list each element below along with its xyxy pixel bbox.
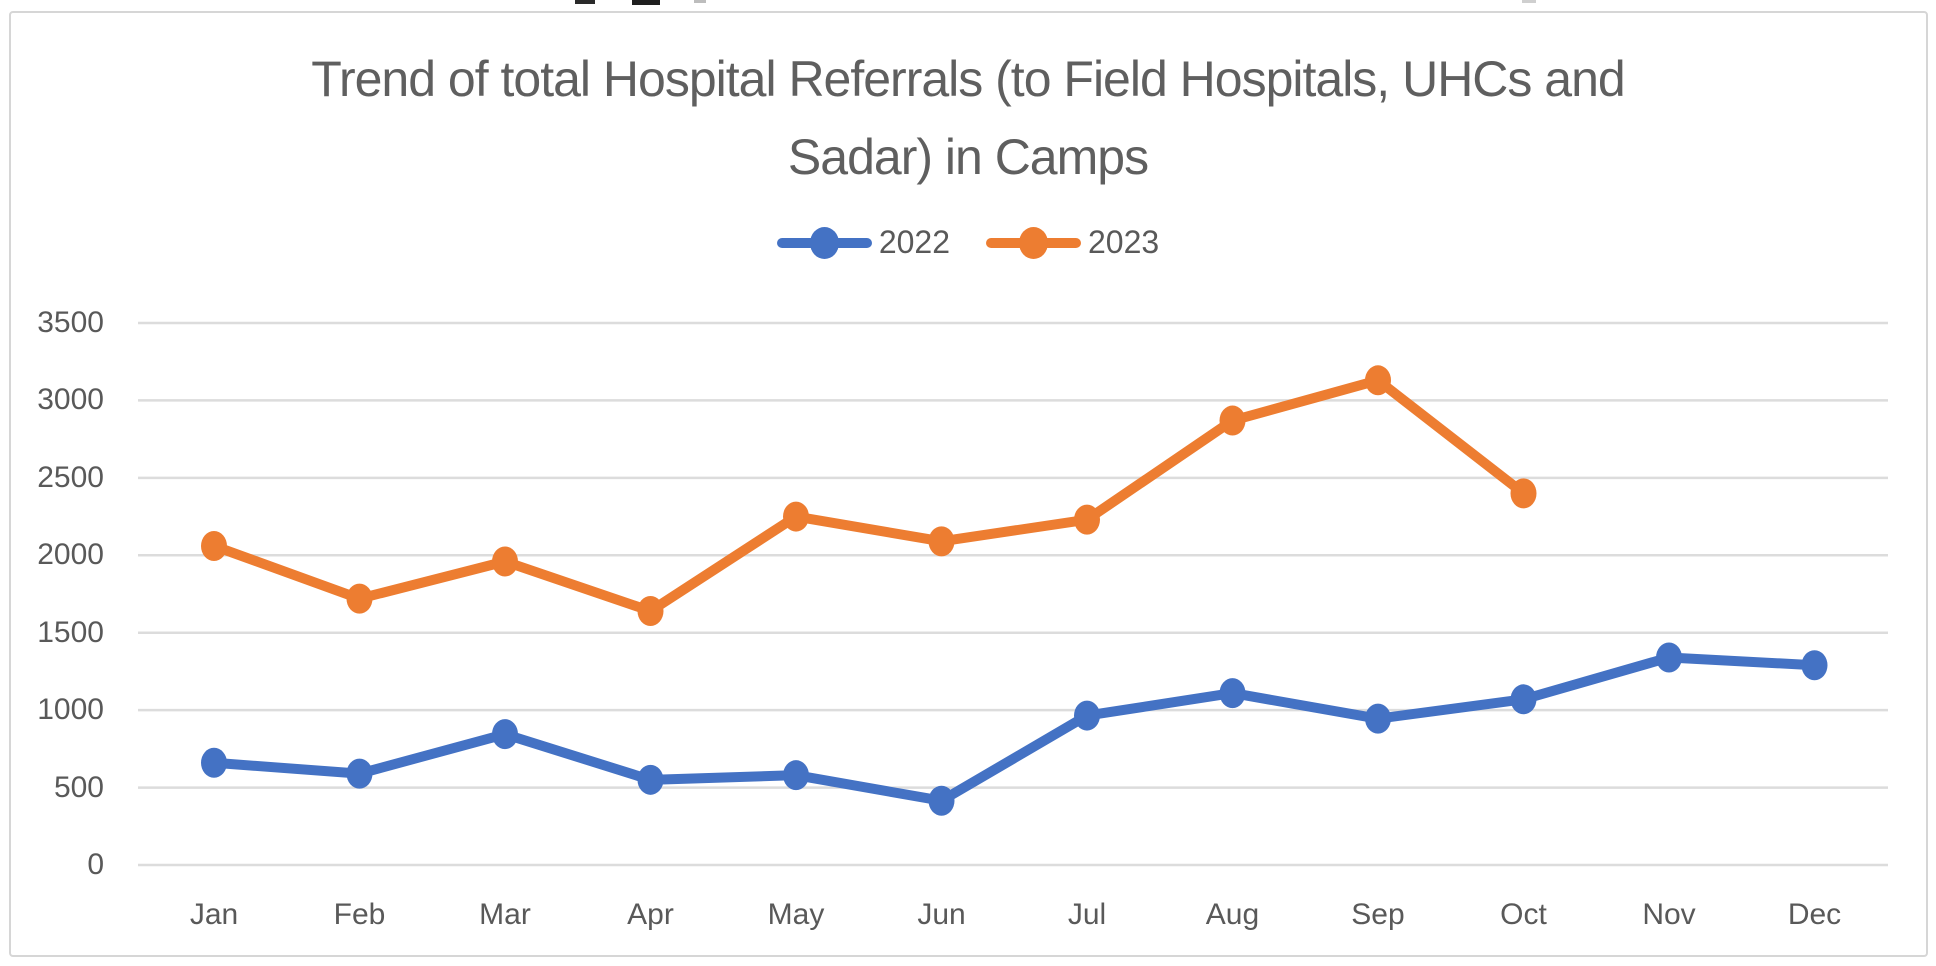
x-tick-label-Sep: Sep <box>1351 898 1405 931</box>
cropped-text-remnant-gray <box>694 0 706 3</box>
legend-item-2023[interactable]: 2023 <box>986 224 1159 261</box>
legend-marker-2022-icon <box>776 225 872 261</box>
data-point-2023-Feb[interactable] <box>346 583 373 614</box>
x-tick-label-Nov: Nov <box>1642 898 1696 931</box>
y-tick-label-0: 0 <box>87 848 104 881</box>
y-tick-label-2000: 2000 <box>37 538 104 572</box>
data-point-2023-Mar[interactable] <box>492 546 518 577</box>
legend-label-2022: 2022 <box>878 224 950 260</box>
data-point-2022-Apr[interactable] <box>637 764 664 795</box>
x-tick-label-Aug: Aug <box>1205 898 1260 931</box>
cropped-text-remnant-dark <box>575 0 595 4</box>
y-tick-label-3000: 3000 <box>37 383 104 417</box>
data-point-2023-Jan[interactable] <box>201 530 227 561</box>
series-line-2022[interactable] <box>209 652 1820 806</box>
chart-border-box <box>9 11 1928 957</box>
data-point-2022-May[interactable] <box>783 760 809 791</box>
series-line-2023[interactable] <box>209 375 1529 617</box>
data-point-2022-Dec[interactable] <box>1801 650 1828 681</box>
data-point-2022-Jan[interactable] <box>201 747 227 778</box>
legend: 2022 2023 <box>0 224 1936 261</box>
x-tick-label-Apr: Apr <box>627 898 674 931</box>
x-tick-label-Mar: Mar <box>479 898 531 931</box>
x-tick-label-Jan: Jan <box>189 898 239 931</box>
data-point-2023-Jul[interactable] <box>1074 504 1100 535</box>
y-tick-label-2500: 2500 <box>37 460 104 494</box>
x-tick-label-Dec: Dec <box>1787 898 1842 931</box>
data-point-2022-Sep[interactable] <box>1365 703 1391 734</box>
cropped-text-remnant-gray2 <box>1522 0 1536 3</box>
data-point-2023-Jun[interactable] <box>928 526 955 557</box>
legend-dot-swatch <box>1019 226 1048 259</box>
x-tick-label-Jul: Jul <box>1067 898 1107 931</box>
chart-title-line-2: Sadar) in Camps <box>787 129 1149 185</box>
data-point-2023-Sep[interactable] <box>1365 365 1391 396</box>
data-point-2022-Aug[interactable] <box>1219 678 1246 709</box>
y-tick-label-500: 500 <box>53 770 104 804</box>
legend-item-2022[interactable]: 2022 <box>776 224 950 261</box>
data-point-2023-Aug[interactable] <box>1219 405 1246 436</box>
y-tick-label-1000: 1000 <box>37 693 104 727</box>
legend-label-2023: 2023 <box>1088 224 1160 260</box>
y-tick-label-3500: 3500 <box>37 306 104 339</box>
x-tick-label-Oct: Oct <box>1500 898 1547 931</box>
legend-dot-swatch <box>809 226 839 259</box>
data-point-2023-May[interactable] <box>783 501 809 532</box>
data-point-2022-Feb[interactable] <box>346 758 373 789</box>
cropped-text-remnant-dark2 <box>632 0 660 5</box>
data-point-2023-Apr[interactable] <box>637 596 664 627</box>
y-tick-label-1500: 1500 <box>37 615 104 649</box>
data-point-2022-Jun[interactable] <box>928 785 955 816</box>
x-tick-label-Feb: Feb <box>333 898 386 931</box>
x-tick-label-May: May <box>767 898 825 931</box>
legend-marker-2023-icon <box>986 225 1081 261</box>
data-point-2023-Oct[interactable] <box>1510 478 1537 509</box>
data-point-2022-Mar[interactable] <box>492 719 518 750</box>
data-point-2022-Jul[interactable] <box>1074 700 1100 731</box>
chart-title-line-1: Trend of total Hospital Referrals (to Fi… <box>311 51 1625 107</box>
data-point-2022-Oct[interactable] <box>1510 684 1537 715</box>
x-tick-label-Jun: Jun <box>917 898 966 931</box>
data-point-2022-Nov[interactable] <box>1656 642 1682 673</box>
